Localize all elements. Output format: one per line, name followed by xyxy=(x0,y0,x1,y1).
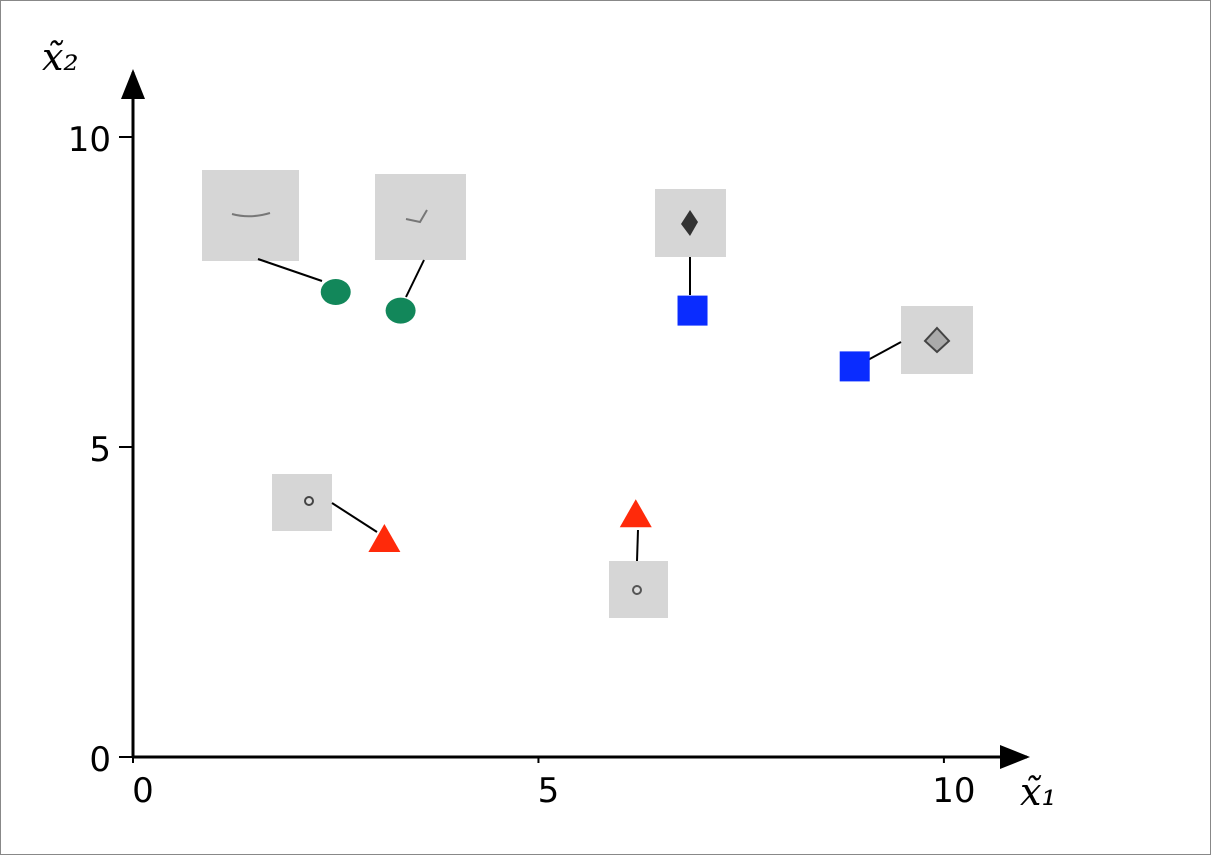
point xyxy=(840,351,870,381)
x-tick-label: 0 xyxy=(132,771,154,811)
x-tick-label: 5 xyxy=(538,771,560,811)
x-tick-label: 10 xyxy=(932,771,975,811)
y-tick-label: 5 xyxy=(89,430,111,470)
point xyxy=(386,298,416,324)
y-tick-label: 0 xyxy=(89,740,111,780)
y-axis-label: x̃₂ xyxy=(42,35,79,79)
y-tick-label: 10 xyxy=(68,120,111,160)
point xyxy=(321,279,351,305)
x-axis-label: x̃₁ xyxy=(1020,770,1057,814)
point xyxy=(678,296,708,326)
chart: x̃₁ x̃₂ 0 5 10 0 5 10 xyxy=(0,0,1211,855)
frame xyxy=(1,1,1211,855)
